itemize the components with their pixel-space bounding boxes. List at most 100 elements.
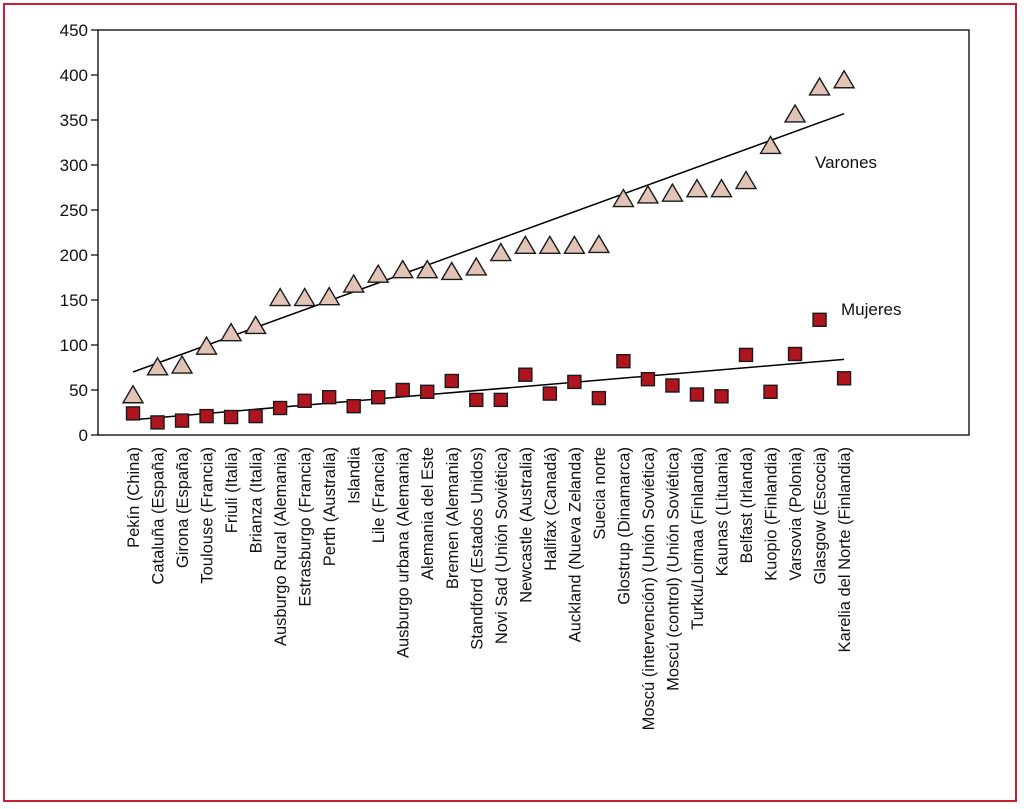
square-marker <box>125 406 141 421</box>
square-marker <box>787 346 803 362</box>
y-tick-label: 300 <box>60 156 88 175</box>
x-category-label: Cataluña (España) <box>150 447 168 585</box>
square-marker <box>420 384 435 399</box>
triangle-marker <box>538 234 562 255</box>
triangle-marker <box>268 287 292 307</box>
trend-lines <box>132 112 845 421</box>
x-category-label: Turku/Loimaa (Finlandia) <box>689 447 707 630</box>
y-axis: 0 50 100 150 200 250 300 350 400 450 <box>60 21 98 445</box>
square-marker <box>812 312 827 327</box>
x-category-label: Girona (España) <box>174 447 192 568</box>
triangle-marker <box>195 335 218 355</box>
x-category-label: Kuopio (Finlandia) <box>763 447 781 581</box>
square-marker <box>346 399 361 414</box>
x-category-label: Suecia norte <box>591 447 609 540</box>
y-tick-label: 100 <box>60 336 88 355</box>
square-marker <box>665 378 680 393</box>
square-marker <box>542 386 558 401</box>
triangle-marker <box>366 263 390 283</box>
square-marker <box>321 390 337 405</box>
triangle-marker <box>416 259 439 279</box>
square-marker <box>469 392 484 408</box>
x-category-label: Estrasburgo (Francia) <box>297 447 315 607</box>
x-category-label: Bremen (Alemania) <box>444 447 462 589</box>
y-tick-label: 350 <box>60 111 88 130</box>
triangle-marker <box>759 135 782 155</box>
square-marker <box>223 409 239 425</box>
square-marker <box>640 372 656 387</box>
x-category-label: Islandia <box>346 446 364 504</box>
triangle-marker <box>219 322 243 342</box>
triangle-marker <box>734 170 758 190</box>
triangle-marker <box>342 273 365 293</box>
square-marker <box>616 354 631 369</box>
y-tick-label: 400 <box>60 66 88 85</box>
series-label: Varones <box>815 153 877 172</box>
x-category-label: Friuli (Italia) <box>223 447 241 533</box>
triangle-marker <box>489 242 513 262</box>
triangle-marker <box>440 261 463 281</box>
x-category-label: Toulouse (Francia) <box>199 447 217 584</box>
x-category-label: Glostrup (Dinamarca) <box>615 447 633 605</box>
square-marker <box>763 384 778 399</box>
square-marker <box>371 390 386 405</box>
square-marker <box>272 400 288 416</box>
square-marker <box>493 392 508 408</box>
series-labels: Varones Mujeres <box>815 153 901 319</box>
triangle-marker <box>612 188 635 208</box>
y-tick-label: 200 <box>60 246 88 265</box>
y-tick-label: 450 <box>60 21 88 40</box>
chart-frame: 0 50 100 150 200 250 300 350 400 450 Pekín (China… <box>3 3 1017 802</box>
square-marker <box>567 374 582 390</box>
x-category-label: Kaunas (Lituania) <box>713 447 731 576</box>
triangle-marker <box>636 184 660 204</box>
triangle-marker <box>317 286 341 306</box>
square-marker <box>199 408 214 424</box>
x-category-label: Moscú (intervención) (Unión Soviética) <box>640 447 658 730</box>
x-category-label: Varsovia (Polonia) <box>787 447 805 581</box>
x-category-label: Karelia del Norte (Finlandia) <box>836 447 854 652</box>
square-marker <box>174 413 190 428</box>
square-marker <box>395 382 410 398</box>
triangle-marker <box>685 178 709 198</box>
x-category-label: Newcastle (Australia) <box>517 447 535 603</box>
x-category-label: Auckland (Nueva Zelanda) <box>566 447 584 642</box>
x-category-label: Halifax (Canadá) <box>542 447 560 571</box>
trend-line <box>132 112 845 373</box>
y-tick-label: 0 <box>79 426 88 445</box>
x-category-label: Glasgow (Escocia) <box>812 447 830 585</box>
square-marker <box>297 393 312 408</box>
triangle-marker <box>244 315 267 335</box>
triangle-marker <box>783 103 807 123</box>
x-category-label: Lile (Francia) <box>370 447 388 543</box>
triangle-marker <box>170 354 194 374</box>
data-markers <box>121 69 856 430</box>
triangle-marker <box>391 259 414 279</box>
y-tick-label: 50 <box>69 381 88 400</box>
x-category-label: Pekín (China) <box>125 447 143 548</box>
triangle-marker <box>121 384 145 404</box>
x-category-label: Alemania del Este <box>419 447 437 580</box>
square-marker <box>836 371 852 386</box>
x-category-label: Ausburgo urbana (Alemania) <box>395 447 413 658</box>
square-marker <box>689 387 705 402</box>
x-category-label: Brianza (Italia) <box>248 447 266 553</box>
square-marker <box>150 415 165 430</box>
square-marker <box>518 367 533 382</box>
square-marker <box>738 347 754 363</box>
x-category-label: Moscú (control) (Unión Soviética) <box>664 447 682 691</box>
square-marker <box>248 408 263 424</box>
triangle-marker <box>661 182 684 202</box>
plot-area <box>97 29 970 436</box>
triangle-marker <box>563 234 586 255</box>
x-category-label: Ausburgo Rural (Alemania) <box>272 447 290 646</box>
x-category-label: Standford (Estados Unidos) <box>468 447 486 650</box>
y-tick-label: 250 <box>60 201 88 220</box>
x-axis: Pekín (China) Cataluña (España) Girona (Es… <box>125 446 854 730</box>
square-marker <box>714 389 729 404</box>
trend-line <box>132 358 845 421</box>
triangle-marker <box>465 256 488 276</box>
series-label: Mujeres <box>841 300 901 319</box>
triangle-marker <box>808 76 831 96</box>
x-category-label: Belfast (Irlanda) <box>738 447 756 563</box>
